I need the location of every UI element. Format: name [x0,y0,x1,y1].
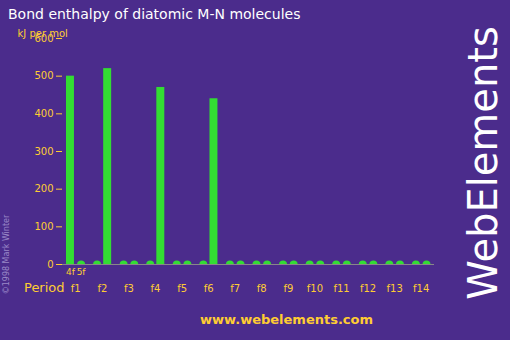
svg-text:100: 100 [34,221,53,232]
svg-text:200: 200 [34,183,53,194]
svg-text:f7: f7 [230,283,240,294]
svg-text:f9: f9 [283,283,293,294]
svg-text:f10: f10 [307,283,323,294]
svg-text:400: 400 [34,108,53,119]
html-text:www.webelements.com: www.webelements.com [200,312,374,327]
svg-text:f5: f5 [177,283,187,294]
svg-text:f2: f2 [97,283,107,294]
svg-text:f3: f3 [124,283,134,294]
svg-text:kJ per mol: kJ per mol [18,28,68,39]
svg-text:f4: f4 [151,283,161,294]
html-text:Period: Period [24,280,65,295]
svg-text:f13: f13 [387,283,403,294]
svg-text:f6: f6 [204,283,214,294]
html-text:WebElements: WebElements [460,26,506,300]
svg-text:f12: f12 [360,283,376,294]
html-text:Bond enthalpy of diatomic M-N: Bond enthalpy of diatomic M-N molecules [8,6,301,22]
svg-text:f14: f14 [413,283,429,294]
svg-text:f1: f1 [71,283,81,294]
svg-text:300: 300 [34,146,53,157]
svg-text:f8: f8 [257,283,267,294]
html-text:©1998 Mark Winter: ©1998 Mark Winter [1,214,11,295]
svg-text:0: 0 [47,259,53,270]
svg-text:5f: 5f [77,267,87,277]
svg-text:500: 500 [34,70,53,81]
svg-text:4f: 4f [66,267,76,277]
svg-text:f11: f11 [333,283,349,294]
